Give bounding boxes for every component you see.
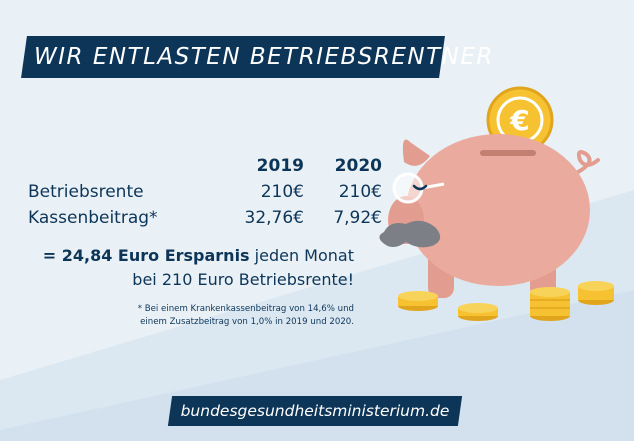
footnote-line-2: einem Zusatzbeitrag von 1,0% in 2019 und… (140, 317, 354, 327)
pig-eye (412, 184, 428, 191)
row-label: Betriebsrente (28, 182, 144, 202)
row-label: Kassenbeitrag* (28, 208, 158, 228)
footnote-line-1: * Bei einem Krankenkassenbeitrag von 14,… (137, 304, 354, 314)
savings-basis: bei 210 Euro Betriebsrente! (132, 270, 354, 289)
pig-tail (576, 150, 600, 174)
savings-statement: = 24,84 Euro Ersparnis jeden Monat bei 2… (40, 244, 354, 292)
euro-symbol: € (509, 104, 529, 137)
pig-ear (402, 139, 430, 166)
pig-body (406, 134, 590, 286)
column-header-2020: 2020 (334, 156, 382, 176)
column-header-2019: 2019 (256, 156, 304, 176)
coin-stack-icon (398, 281, 614, 321)
cell-2019: 32,76€ (244, 208, 304, 228)
cell-2020: 7,92€ (333, 208, 382, 228)
cell-2019: 210€ (260, 182, 304, 202)
savings-period: jeden Monat (249, 246, 354, 265)
mustache-icon (379, 220, 441, 248)
page-title: WIR ENTLASTEN BETRIEBSRENTNER (34, 44, 494, 70)
website-link[interactable]: bundesgesundheitsministerium.de (180, 402, 450, 420)
piggy-bank-icon: € (379, 86, 614, 321)
footnote: * Bei einem Krankenkassenbeitrag von 14,… (70, 303, 354, 329)
cell-2020: 210€ (338, 182, 382, 202)
coin-slot (480, 150, 536, 156)
savings-amount: = 24,84 Euro Ersparnis (42, 246, 250, 265)
